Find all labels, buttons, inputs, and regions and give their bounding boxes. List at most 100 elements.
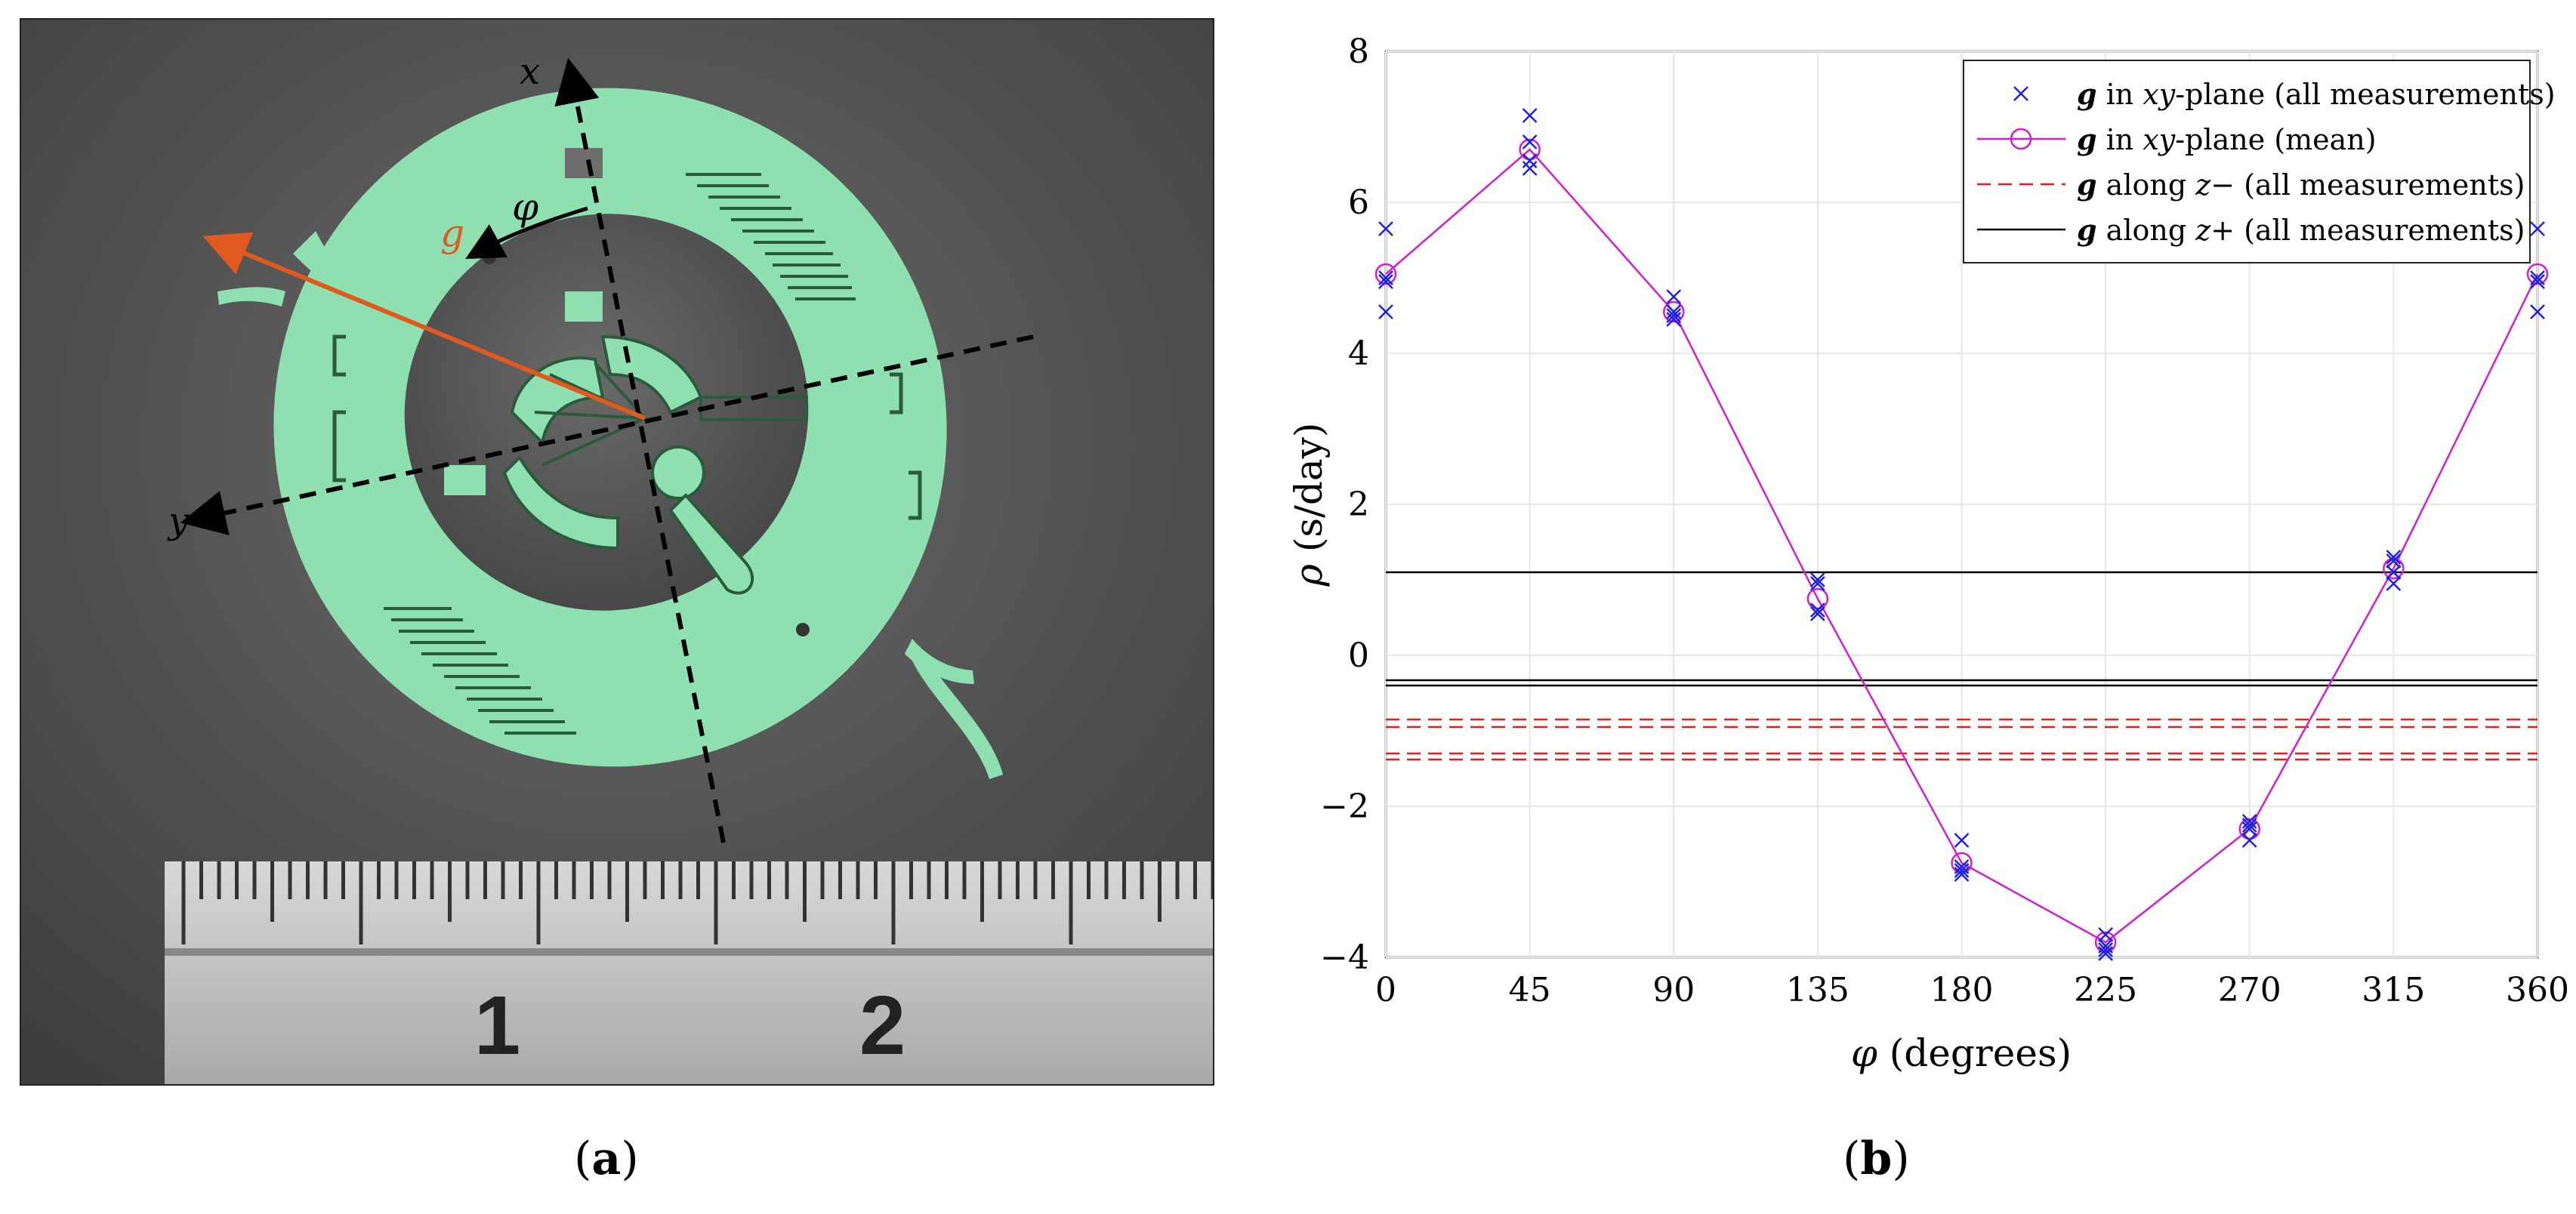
x-tick-label: 270 [2218, 971, 2281, 1009]
measurement-point [1666, 312, 1682, 327]
measurement-point [2098, 942, 2114, 957]
mean-point [2383, 557, 2405, 580]
series [1374, 108, 2549, 961]
x-axis-line [554, 57, 726, 843]
mean-point [1806, 587, 1829, 610]
label-a-close: ) [621, 1132, 639, 1185]
angle-arc [465, 206, 588, 260]
measurement-point [1522, 134, 1538, 149]
y-tick-label: 2 [1348, 485, 1369, 524]
x-tick-label: 315 [2362, 971, 2425, 1009]
x-tick-label: 90 [1652, 971, 1695, 1009]
measurement-point [1522, 153, 1538, 168]
y-tick-label: 6 [1348, 183, 1369, 222]
ruler-mark-1: 1 [474, 979, 520, 1072]
legend-label: g along z− (all measurements) [2077, 168, 2525, 202]
legend-label: g along z+ (all measurements) [2077, 213, 2525, 247]
measurement-point [2241, 818, 2257, 833]
measurement-point [2098, 946, 2114, 961]
mean-point [2526, 263, 2549, 285]
y-axis-line [180, 334, 1034, 535]
gravity-arrow [202, 232, 646, 421]
measurement-point [2530, 270, 2545, 285]
x-tick-label: 45 [1509, 971, 1551, 1009]
legend: g in xy-plane (all measurements) g in xy-… [1963, 60, 2556, 263]
measurement-point [2386, 553, 2402, 568]
x-axis-text: (degrees) [1877, 1031, 2072, 1075]
y-tick-label: −2 [1320, 787, 1369, 826]
measurement-point [1954, 863, 1970, 878]
rho-vs-phi-chart: 0 45 90 135 180 225 270 315 360 −4 −2 0 2 4 6 8 φ (degr… [1287, 32, 2569, 1075]
axis-lines [180, 57, 1034, 843]
ruler: 1 2 [165, 861, 1213, 1084]
measurement-point [2530, 274, 2545, 289]
measurement-point [1809, 606, 1825, 621]
measurement-point [2241, 821, 2257, 837]
measurement-point [1378, 274, 1393, 289]
panel-label-a: (a) [574, 1132, 639, 1185]
x-tick-label: 0 [1375, 971, 1396, 1009]
photo-panel: x y g φ 1 2 [20, 18, 1214, 1086]
measurement-point [2098, 927, 2114, 942]
measurement-point [1809, 572, 1825, 587]
measurement-point [1954, 859, 1970, 874]
measurement-point [1378, 270, 1393, 285]
angle-label: φ [512, 185, 538, 229]
measurement-point [1666, 289, 1682, 304]
measurement-point [2098, 938, 2114, 954]
label-b-close: ) [1892, 1132, 1910, 1185]
panel-label-b: (b) [1843, 1132, 1910, 1185]
measurement-point [2386, 550, 2402, 565]
y-tick-label: 8 [1348, 32, 1369, 71]
axis-x-label: x [520, 51, 540, 93]
label-b-letter: b [1860, 1132, 1893, 1185]
mean-point [1374, 263, 1397, 285]
legend-entry: g in xy-plane (all measurements) [2013, 77, 2556, 111]
measurement-point [1809, 576, 1825, 591]
horizontal-lines [1386, 571, 2537, 761]
y-tick-label: −4 [1320, 938, 1369, 977]
hairspring-photo: x y g φ 1 2 [21, 20, 1213, 1084]
measurement-point [2386, 576, 2402, 591]
measurement-point [1954, 867, 1970, 882]
legend-entry: g along z+ (all measurements) [1977, 213, 2525, 247]
x-tick-label: 180 [1930, 971, 1994, 1009]
legend-label: g in xy-plane (mean) [2077, 122, 2377, 156]
measurement-point [1378, 221, 1393, 236]
mean-point [1951, 852, 1973, 874]
x-tick-label: 360 [2506, 971, 2569, 1009]
axis-y-label: y [167, 500, 190, 542]
label-a-letter: a [591, 1132, 622, 1185]
legend-label: g in xy-plane (all measurements) [2077, 77, 2556, 111]
label-b-open: ( [1843, 1132, 1861, 1185]
y-axis-label: ρ (s/day) [1287, 423, 1331, 587]
mean-point [2238, 818, 2260, 840]
mean-line [1385, 148, 2539, 944]
mean-point [2094, 931, 2117, 954]
y-axis-symbol: ρ [1287, 563, 1331, 587]
label-a-open: ( [574, 1132, 592, 1185]
measurement-point [1378, 304, 1393, 319]
legend-entry: g along z− (all measurements) [1977, 168, 2525, 202]
measurement-point [2241, 833, 2257, 848]
y-tick-label: 0 [1348, 636, 1369, 675]
tick-labels: 0 45 90 135 180 225 270 315 360 −4 −2 0 2 4 6 8 [1320, 32, 2569, 1009]
y-axis-text: (s/day) [1287, 423, 1331, 564]
measurement-point [2241, 814, 2257, 829]
measurement-point [1809, 602, 1825, 618]
measurement-point [2530, 221, 2545, 236]
x-tick-label: 135 [1786, 971, 1849, 1009]
mean-point [1663, 300, 1685, 323]
x-axis-symbol: φ [1851, 1031, 1877, 1075]
measurement-point [2386, 565, 2402, 580]
y-tick-label: 4 [1348, 334, 1369, 373]
measurement-point [1522, 161, 1538, 176]
green-ring [217, 88, 1003, 779]
measurement-point [1954, 833, 1970, 848]
gravity-label: g [440, 211, 464, 255]
measurement-point [2530, 304, 2545, 319]
x-axis-label: φ (degrees) [1851, 1031, 2072, 1075]
measurement-point [1666, 304, 1682, 319]
legend-entry: g in xy-plane (mean) [1977, 122, 2377, 156]
measurement-point [1666, 308, 1682, 323]
